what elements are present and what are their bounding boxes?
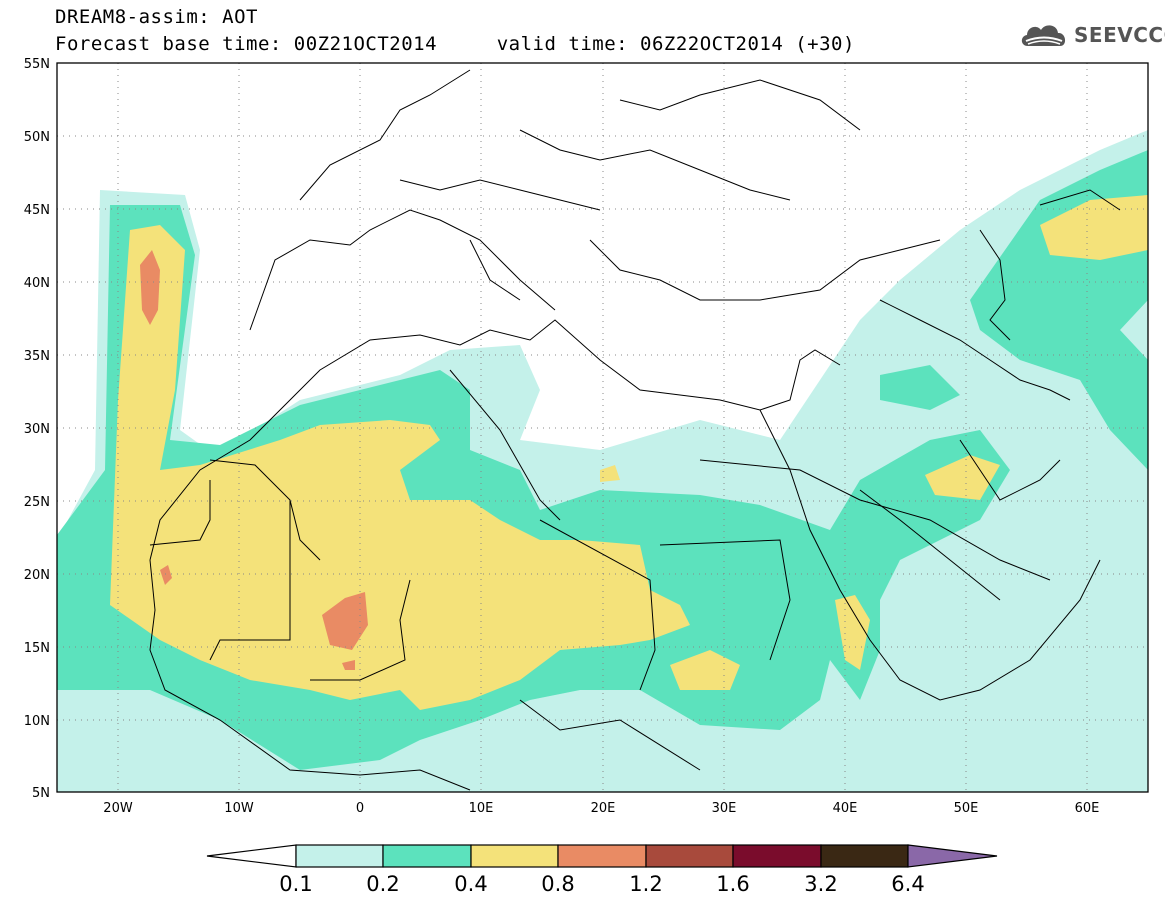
coastlines <box>149 69 1121 791</box>
colorbar-label-3-2: 3.2 <box>804 872 838 896</box>
colorbar-seg-below <box>206 844 297 868</box>
aot-field <box>57 130 1148 792</box>
lat-label-40n: 40N <box>24 276 50 291</box>
lat-label-10n: 10N <box>24 714 50 729</box>
lon-label-20w: 20W <box>103 801 133 816</box>
colorbar-seg-1 <box>295 844 384 868</box>
lat-label-15n: 15N <box>24 641 50 656</box>
lat-label-35n: 35N <box>24 349 50 364</box>
chart-title: DREAM8-assim: AOT <box>55 6 258 28</box>
cloud-icon <box>1021 25 1066 46</box>
colorbar-seg-above <box>907 844 998 868</box>
colorbar-seg-6 <box>732 844 822 868</box>
lat-label-20n: 20N <box>24 568 50 583</box>
lon-label-10w: 10W <box>224 801 254 816</box>
colorbar-label-1-6: 1.6 <box>716 872 750 896</box>
map-frame <box>56 62 1149 793</box>
colorbar-label-6-4: 6.4 <box>891 872 925 896</box>
lat-labels: 55N 50N 45N 40N 35N 30N 25N 20N 15N 10N … <box>24 57 50 801</box>
lon-label-40e: 40E <box>833 801 858 816</box>
lat-label-25n: 25N <box>24 495 50 510</box>
lat-label-5n: 5N <box>32 786 50 801</box>
lat-label-30n: 30N <box>24 422 50 437</box>
forecast-time-line: Forecast base time: 00Z21OCT2014 valid t… <box>55 33 855 55</box>
colorbar-label-1-2: 1.2 <box>629 872 663 896</box>
lon-labels: 20W 10W 0 10E 20E 30E 40E 50E 60E <box>103 801 1099 816</box>
lon-label-10e: 10E <box>469 801 494 816</box>
colorbar-segments <box>206 844 998 868</box>
colorbar-label-0-4: 0.4 <box>454 872 488 896</box>
colorbar-label-0-2: 0.2 <box>366 872 400 896</box>
colorbar-seg-7 <box>820 844 909 868</box>
colorbar-label-0-1: 0.1 <box>279 872 313 896</box>
lon-label-0: 0 <box>356 801 364 816</box>
aot-level-0-8 <box>140 250 368 670</box>
lat-label-45n: 45N <box>24 203 50 218</box>
lat-label-50n: 50N <box>24 130 50 145</box>
lat-label-55n: 55N <box>24 57 50 72</box>
lon-label-30e: 30E <box>712 801 737 816</box>
aot-level-0-4 <box>110 195 1148 710</box>
logo-text: SEEVCCC <box>1074 23 1165 47</box>
colorbar-seg-2 <box>382 844 472 868</box>
lon-label-60e: 60E <box>1075 801 1100 816</box>
colorbar-seg-3 <box>470 844 559 868</box>
colorbar-label-0-8: 0.8 <box>541 872 575 896</box>
lon-label-20e: 20E <box>591 801 616 816</box>
seevccc-logo: SEEVCCC <box>1018 20 1165 50</box>
colorbar-seg-4 <box>557 844 647 868</box>
colorbar-seg-5 <box>645 844 734 868</box>
lon-label-50e: 50E <box>954 801 979 816</box>
